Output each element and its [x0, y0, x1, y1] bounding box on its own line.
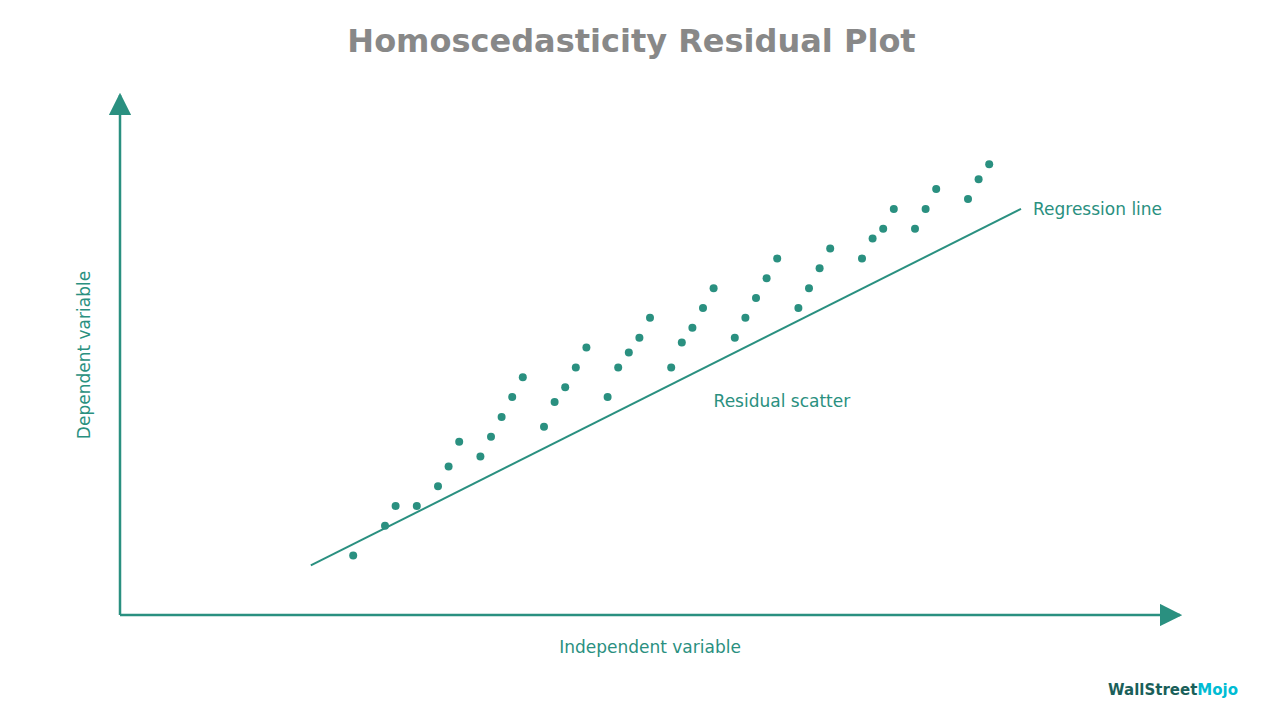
scatter-point	[561, 383, 569, 391]
scatter-point	[879, 225, 887, 233]
scatter-point	[413, 502, 421, 510]
scatter-point	[582, 344, 590, 352]
scatter-point	[911, 225, 919, 233]
scatter-point	[519, 373, 527, 381]
scatter-point	[985, 160, 993, 168]
scatter-point	[487, 433, 495, 441]
title: Homoscedasticity Residual Plot	[347, 22, 915, 60]
annotation: Regression line	[1033, 199, 1162, 219]
watermark: WallStreetMojo	[1108, 681, 1238, 699]
y-axis-label: Dependent variable	[74, 271, 94, 439]
scatter-point	[710, 284, 718, 292]
scatter-point	[434, 482, 442, 490]
scatter-point	[540, 423, 548, 431]
scatter-point	[678, 339, 686, 347]
chart: Homoscedasticity Residual Plot Independen…	[0, 0, 1263, 709]
scatter-point	[699, 304, 707, 312]
scatter-point	[816, 264, 824, 272]
scatter-point	[508, 393, 516, 401]
scatter-point	[349, 552, 357, 560]
scatter-point	[635, 334, 643, 342]
plot-area	[311, 160, 1021, 565]
scatter-point	[752, 294, 760, 302]
scatter-point	[572, 363, 580, 371]
scatter-point	[922, 205, 930, 213]
scatter-point	[763, 274, 771, 282]
x-axis-label: Independent variable	[559, 637, 741, 657]
scatter-point	[741, 314, 749, 322]
scatter-point	[476, 453, 484, 461]
scatter-point	[551, 398, 559, 406]
watermark-part: WallStreet	[1108, 681, 1197, 699]
scatter-point	[932, 185, 940, 193]
scatter-point	[392, 502, 400, 510]
scatter-point	[890, 205, 898, 213]
annotation: Residual scatter	[714, 391, 851, 411]
scatter-point	[794, 304, 802, 312]
scatter-point	[667, 363, 675, 371]
scatter-point	[455, 438, 463, 446]
watermark-part: Mojo	[1197, 681, 1238, 699]
scatter-point	[858, 254, 866, 262]
scatter-point	[805, 284, 813, 292]
regression-line	[311, 209, 1021, 566]
scatter-point	[975, 175, 983, 183]
scatter-point	[869, 235, 877, 243]
x-axis	[120, 614, 1180, 617]
scatter-point	[731, 334, 739, 342]
scatter-point	[381, 522, 389, 530]
scatter-point	[498, 413, 506, 421]
scatter-point	[625, 349, 633, 357]
y-axis	[119, 95, 122, 615]
scatter-point	[964, 195, 972, 203]
scatter-point	[773, 254, 781, 262]
scatter-point	[604, 393, 612, 401]
scatter-point	[614, 363, 622, 371]
scatter-point	[688, 324, 696, 332]
scatter-point	[646, 314, 654, 322]
scatter-point	[445, 462, 453, 470]
scatter-point	[826, 245, 834, 253]
